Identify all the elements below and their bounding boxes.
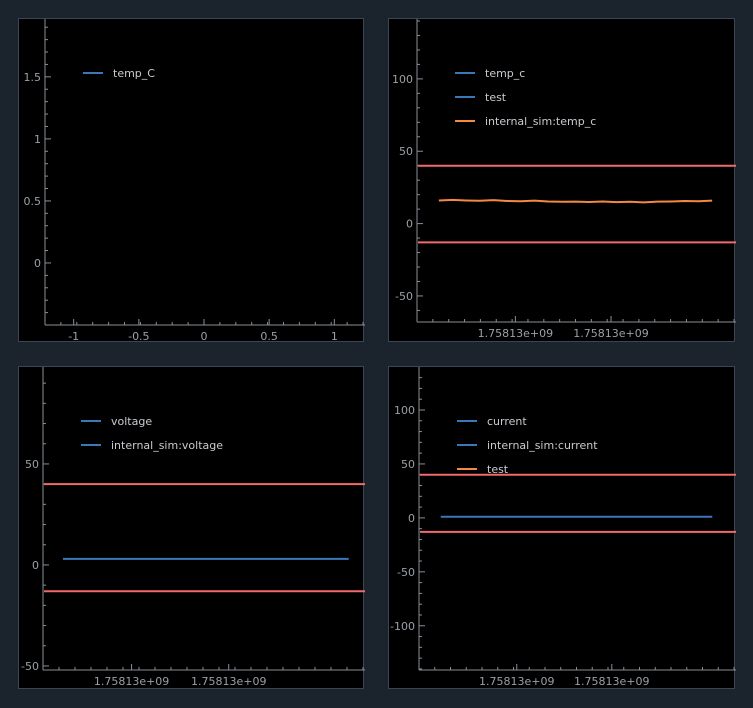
x-tick-label: 1 [331,330,338,343]
y-tick-label: 50 [25,458,39,471]
x-tick-label: -0.5 [128,330,149,343]
y-tick-label: 0 [32,559,39,572]
y-tick-label: 0 [406,218,413,231]
plot-svg: -50 0 50 100 1.75813e+09 1.75813e+09 temp_ctes… [392,19,736,340]
y-tick-label: -100 [390,620,415,633]
series-line [438,198,713,204]
y-tick-label: -50 [395,290,413,303]
y-tick-label: 0 [34,257,41,270]
y-tick-label: 100 [394,404,415,417]
y-tick-label: -50 [21,660,39,673]
y-tick-label: 100 [392,73,413,86]
plot-svg: 0 0.5 1 1.5 -1 -0.5 0 0.5 1 temp_C [24,19,365,343]
x-tick-label: 1.75813e+09 [478,327,553,340]
y-tick-label: -50 [397,566,415,579]
legend-label: temp_C [113,67,155,80]
x-tick-label: 0 [201,330,208,343]
y-tick-label: 0.5 [24,195,42,208]
plot-panel-temp-C[interactable]: 0 0.5 1 1.5 -1 -0.5 0 0.5 1 temp_C [18,18,365,343]
x-tick-label: 1.75813e+09 [94,675,169,688]
legend-label: temp_c [485,67,525,80]
plot-panel-voltage[interactable]: -50 0 50 1.75813e+09 1.75813e+09 voltage inter… [18,366,365,689]
x-tick-label: 1.75813e+09 [191,675,266,688]
legend-label: internal_sim:voltage [111,439,223,452]
legend-label: current [487,415,527,428]
y-tick-label: 1.5 [24,71,42,84]
plot-svg: -50 0 50 1.75813e+09 1.75813e+09 voltage inter… [21,367,365,688]
y-tick-label: 0 [408,512,415,525]
legend-label: test [487,463,509,476]
plot-panel-current[interactable]: -100 -50 0 50 100 1.75813e+09 1.75813e+09 curre… [388,366,736,689]
x-tick-label: 1.75813e+09 [479,675,554,688]
x-tick-label: 1.75813e+09 [574,675,649,688]
x-tick-label: 0.5 [260,330,278,343]
legend-label: internal_sim:temp_c [485,115,596,128]
plot-svg: -100 -50 0 50 100 1.75813e+09 1.75813e+09 curre… [390,367,736,688]
y-tick-label: 50 [401,458,415,471]
legend-label: test [485,91,507,104]
legend-label: internal_sim:current [487,439,598,452]
y-tick-label: 1 [34,133,41,146]
x-tick-label: -1 [68,330,79,343]
legend-label: voltage [111,415,152,428]
y-tick-label: 50 [399,145,413,158]
x-tick-label: 1.75813e+09 [573,327,648,340]
